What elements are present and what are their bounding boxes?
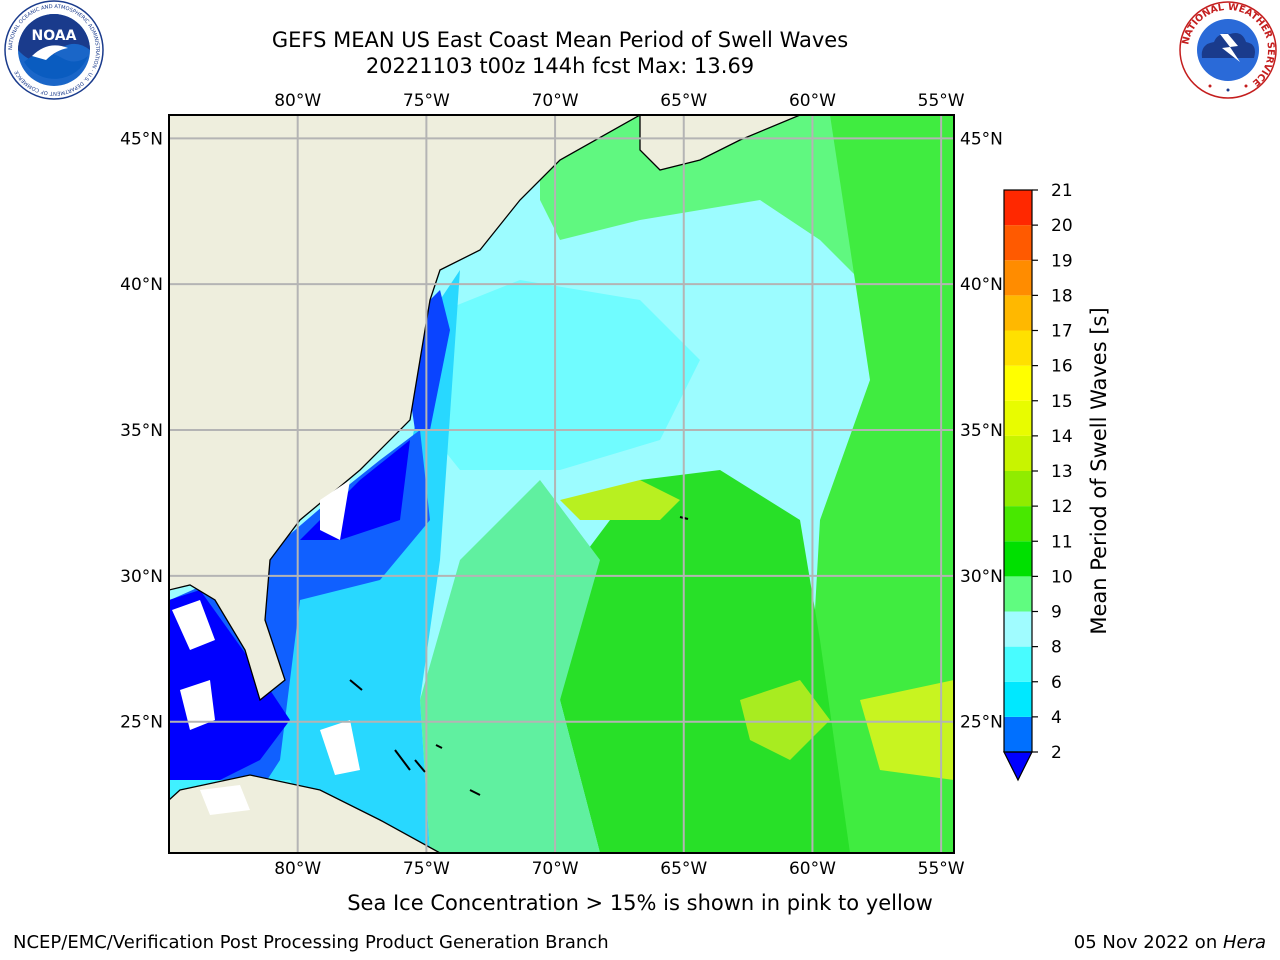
colorbar-segment <box>1004 576 1032 612</box>
colorbar-tick-label: 20 <box>1051 216 1073 236</box>
date-separator: on <box>1189 932 1223 953</box>
colorbar-tick-label: 17 <box>1051 322 1073 342</box>
lon-label-top: 75°W <box>403 91 450 111</box>
colorbar-tick-label: 6 <box>1051 673 1062 693</box>
colorbar-tick-label: 8 <box>1051 638 1062 658</box>
colorbar-tick-label: 13 <box>1051 462 1073 482</box>
axis-labels: 80°W 80°W 75°W 75°W 70°W 70°W 65°W 65°W 60°W 60°W… <box>120 91 1003 879</box>
map-title: GEFS MEAN US East Coast Mean Period of S… <box>271 28 849 52</box>
lon-label-top: 80°W <box>274 91 321 111</box>
date-stamp: 05 Nov 2022 on Hera <box>1074 932 1266 953</box>
lon-label-top: 65°W <box>660 91 707 111</box>
colorbar-tick-label: 21 <box>1051 181 1073 201</box>
colorbar-tick-label: 15 <box>1051 392 1073 412</box>
colorbar-tick-label: 14 <box>1051 427 1073 447</box>
map-frame <box>168 114 955 854</box>
lat-label-right: 30°N <box>960 567 1003 587</box>
colorbar-segment <box>1004 681 1032 717</box>
colorbar: 2 4 6 8 9 10 11 12 13 14 15 16 17 18 19 20 21 <box>1003 181 1073 782</box>
colorbar-segment <box>1004 225 1032 261</box>
lon-label-top: 60°W <box>789 91 836 111</box>
colorbar-tick-label: 16 <box>1051 357 1073 377</box>
date-text: 05 Nov 2022 <box>1073 932 1190 953</box>
lat-label-left: 30°N <box>120 567 163 587</box>
colorbar-segment <box>1004 295 1032 331</box>
colorbar-tick-label: 11 <box>1051 532 1073 552</box>
lat-label-left: 45°N <box>120 129 163 149</box>
lat-label-right: 40°N <box>960 275 1003 295</box>
colorbar-tick-label: 19 <box>1051 251 1073 271</box>
ice-mask <box>172 480 360 815</box>
colorbar-tick-label: 2 <box>1051 743 1062 763</box>
colorbar-segment <box>1004 330 1032 366</box>
colorbar-segment <box>1004 260 1032 296</box>
nws-logo: NATIONAL WEATHER SERVICE <box>1179 1 1277 99</box>
map-subtitle-forecast: 20221103 t00z 144h fcst Max: 13.69 <box>365 54 755 78</box>
graticule <box>169 115 954 853</box>
lat-label-left: 25°N <box>120 713 163 733</box>
noaa-logo-text: NOAA <box>32 28 77 44</box>
noaa-logo: NATIONAL OCEANIC AND ATMOSPHERIC ADMINIS… <box>4 0 104 100</box>
lon-label-top: 55°W <box>918 91 965 111</box>
colorbar-segment <box>1004 716 1032 752</box>
colorbar-label: Mean Period of Swell Waves [s] <box>1087 307 1111 634</box>
lat-label-left: 35°N <box>120 421 163 441</box>
colorbar-segment <box>1004 611 1032 647</box>
lat-label-right: 25°N <box>960 713 1003 733</box>
colorbar-tick-label: 18 <box>1051 286 1073 306</box>
colorbar-under-arrow <box>1003 751 1033 782</box>
colorbar-segment <box>1004 471 1032 507</box>
colorbar-tick-label: 10 <box>1051 567 1073 587</box>
lon-label-bottom: 60°W <box>789 859 836 879</box>
colorbar-segment <box>1004 365 1032 401</box>
lon-label-bottom: 80°W <box>274 859 321 879</box>
machine-name: Hera <box>1222 932 1266 953</box>
credit-text: NCEP/EMC/Verification Post Processing Pr… <box>13 932 609 953</box>
lon-label-bottom: 70°W <box>532 859 579 879</box>
colorbar-tick-label: 4 <box>1051 708 1062 728</box>
sea-ice-note: Sea Ice Concentration > 15% is shown in … <box>347 891 933 915</box>
colorbar-tick-label: 9 <box>1051 603 1062 623</box>
lat-label-right: 45°N <box>960 129 1003 149</box>
lat-label-right: 35°N <box>960 421 1003 441</box>
colorbar-segment <box>1004 400 1032 436</box>
lon-label-top: 70°W <box>532 91 579 111</box>
colorbar-segment <box>1004 435 1032 471</box>
lon-label-bottom: 65°W <box>660 859 707 879</box>
colorbar-tick-label: 12 <box>1051 497 1073 517</box>
colorbar-segment <box>1004 190 1032 226</box>
lat-label-left: 40°N <box>120 275 163 295</box>
colorbar-segment <box>1004 506 1032 542</box>
colorbar-segment <box>1004 541 1032 577</box>
colorbar-segment <box>1004 646 1032 682</box>
lon-label-bottom: 55°W <box>918 859 965 879</box>
lon-label-bottom: 75°W <box>403 859 450 879</box>
